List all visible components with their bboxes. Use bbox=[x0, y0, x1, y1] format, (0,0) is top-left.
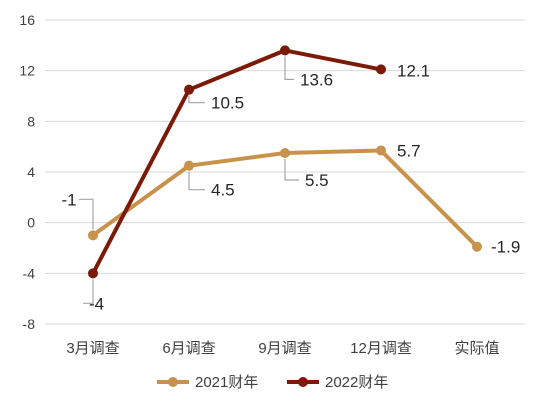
legend-label: 2021财年 bbox=[195, 374, 258, 391]
legend-swatch-marker bbox=[298, 377, 308, 387]
y-tick-label: 4 bbox=[27, 164, 35, 180]
y-tick-label: 0 bbox=[27, 215, 35, 231]
data-label: 4.5 bbox=[211, 181, 235, 200]
data-point bbox=[88, 268, 98, 279]
legend-label: 2022财年 bbox=[325, 374, 388, 391]
y-tick-label: -8 bbox=[23, 316, 36, 332]
x-tick-label: 3月调查 bbox=[66, 340, 119, 357]
data-point bbox=[184, 160, 194, 171]
series-line bbox=[91, 48, 383, 276]
y-tick-label: 16 bbox=[19, 12, 35, 28]
leader-line bbox=[188, 171, 205, 191]
y-tick-label: 12 bbox=[19, 63, 35, 79]
data-point bbox=[472, 241, 482, 252]
leader-line bbox=[284, 56, 294, 81]
data-label: 13.6 bbox=[300, 70, 333, 89]
data-label: 5.7 bbox=[397, 141, 421, 160]
leader-line bbox=[79, 198, 94, 230]
leader-lines bbox=[79, 56, 299, 304]
y-tick-label: -4 bbox=[23, 265, 36, 281]
data-point bbox=[280, 148, 290, 158]
data-point bbox=[376, 145, 386, 156]
data-label: 10.5 bbox=[211, 94, 244, 113]
data-label: 5.5 bbox=[305, 171, 329, 190]
series-lines bbox=[88, 45, 482, 279]
data-labels: -1 4.5 5.5 5.7 -1.9 -4 10.5 13.6 12.1 bbox=[61, 61, 520, 313]
leader-line bbox=[284, 159, 299, 181]
data-label: -1 bbox=[61, 190, 76, 209]
data-point bbox=[184, 84, 194, 95]
x-tick-label: 实际值 bbox=[454, 340, 499, 357]
y-tick-label: 8 bbox=[27, 113, 35, 129]
axis-labels: -8 -4 0 4 8 12 16 3月调查 6月调查 9月调查 12月调查 实际值 bbox=[19, 12, 499, 357]
data-point bbox=[280, 45, 290, 56]
x-tick-label: 12月调查 bbox=[350, 340, 412, 357]
x-tick-label: 6月调查 bbox=[162, 340, 215, 357]
x-tick-label: 9月调查 bbox=[258, 340, 311, 357]
data-label: -4 bbox=[89, 294, 104, 313]
leader-line bbox=[83, 279, 94, 304]
leader-line bbox=[188, 95, 205, 104]
data-point bbox=[88, 230, 98, 241]
data-label: 12.1 bbox=[397, 61, 430, 80]
legend-swatch-marker bbox=[168, 377, 178, 387]
data-label: -1.9 bbox=[491, 238, 520, 257]
data-point bbox=[376, 64, 386, 75]
legend: 2021财年 2022财年 bbox=[157, 374, 388, 391]
